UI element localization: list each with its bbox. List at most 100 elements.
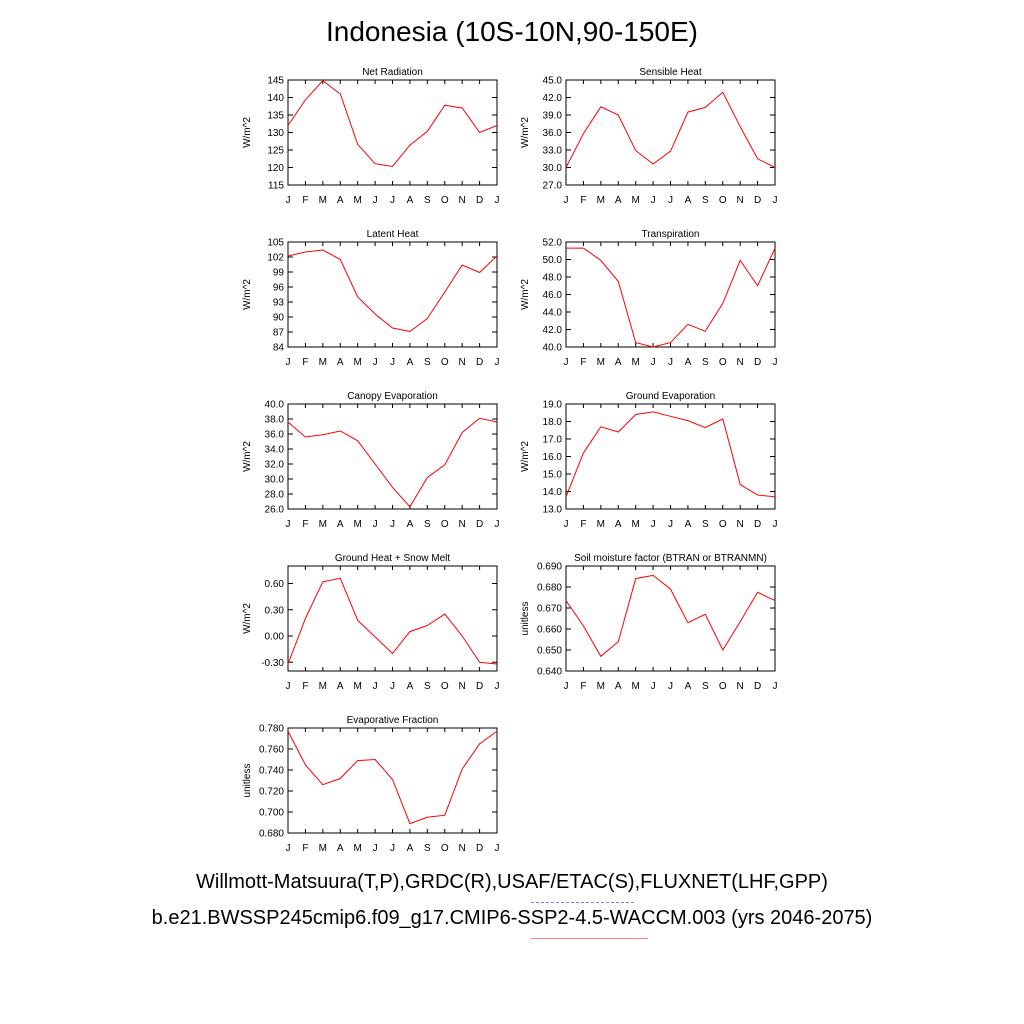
- net-radiation-x-tick-label: J: [286, 195, 291, 206]
- evaporative-fraction-title: Evaporative Fraction: [347, 715, 439, 726]
- ground-evaporation-y-tick-label: 19.0: [543, 400, 563, 411]
- canopy-evaporation-x-tick-label: J: [286, 519, 291, 530]
- ground-evaporation-series-line: [565, 411, 776, 498]
- evaporative-fraction-series-line: [287, 730, 498, 825]
- canopy-evaporation-x-tick-label: M: [319, 519, 327, 530]
- transpiration-x-tick-label: J: [651, 357, 656, 368]
- soil-moisture-factor-btran-or-btranmn-title: Soil moisture factor (BTRAN or BTRANMN): [574, 553, 767, 564]
- sensible-heat-x-tick-label: N: [737, 195, 744, 206]
- transpiration-x-tick-label: O: [719, 357, 727, 368]
- sensible-heat-y-tick-label: 45.0: [543, 76, 563, 87]
- canopy-evaporation-x-tick-label: N: [459, 519, 466, 530]
- canopy-evaporation-x-tick-label: J: [390, 519, 395, 530]
- soil-moisture-factor-btran-or-btranmn-y-tick-label: 0.650: [537, 646, 562, 657]
- sensible-heat-y-tick-label: 27.0: [543, 181, 563, 192]
- latent-heat-y-tick-label: 90: [273, 313, 285, 324]
- evaporative-fraction-x-tick-label: D: [476, 843, 483, 854]
- transpiration-x-tick-label: J: [564, 357, 569, 368]
- ground-evaporation-x-tick-label: M: [631, 519, 639, 530]
- soil-moisture-factor-btran-or-btranmn-x-tick-label: O: [719, 681, 727, 692]
- evaporative-fraction-x-tick-label: A: [337, 843, 344, 854]
- canopy-evaporation-x-tick-label: O: [441, 519, 449, 530]
- sensible-heat-title: Sensible Heat: [639, 67, 701, 78]
- soil-moisture-factor-btran-or-btranmn-x-tick-label: M: [597, 681, 605, 692]
- evaporative-fraction-y-tick-label: 0.780: [259, 724, 284, 735]
- latent-heat-x-tick-label: J: [286, 357, 291, 368]
- latent-heat-y-tick-label: 87: [273, 328, 285, 339]
- soil-moisture-factor-btran-or-btranmn-y-tick-label: 0.690: [537, 562, 562, 573]
- soil-moisture-factor-btran-or-btranmn-series-line: [565, 574, 776, 658]
- ground-heat-snow-melt-x-tick-label: O: [441, 681, 449, 692]
- canopy-evaporation-y-tick-label: 30.0: [265, 475, 285, 486]
- observations-legend-dash: [531, 902, 634, 903]
- soil-moisture-factor-btran-or-btranmn-y-tick-label: 0.660: [537, 625, 562, 636]
- transpiration-y-axis-label: W/m^2: [520, 279, 531, 310]
- transpiration-y-tick-label: 40.0: [543, 343, 563, 354]
- net-radiation-y-tick-label: 140: [267, 93, 284, 104]
- net-radiation-x-tick-label: M: [319, 195, 327, 206]
- evaporative-fraction-y-tick-label: 0.720: [259, 787, 284, 798]
- sensible-heat-x-tick-label: J: [668, 195, 673, 206]
- latent-heat-x-tick-label: J: [373, 357, 378, 368]
- latent-heat-y-axis-label: W/m^2: [242, 279, 253, 310]
- transpiration-series-line: [566, 247, 776, 348]
- latent-heat-x-tick-label: A: [407, 357, 414, 368]
- net-radiation-x-tick-label: F: [302, 195, 308, 206]
- ground-evaporation-y-tick-label: 16.0: [543, 452, 563, 463]
- transpiration-x-tick-label: M: [631, 357, 639, 368]
- net-radiation-x-tick-label: S: [424, 195, 431, 206]
- net-radiation-x-tick-label: J: [495, 195, 500, 206]
- ground-heat-snow-melt-y-tick-label: -0.30: [261, 658, 284, 669]
- ground-evaporation-y-tick-label: 15.0: [543, 470, 563, 481]
- ground-evaporation-y-axis-label: W/m^2: [520, 441, 531, 472]
- sensible-heat-x-tick-label: O: [719, 195, 727, 206]
- transpiration-x-tick-label: A: [615, 357, 622, 368]
- ground-heat-snow-melt-y-axis-label: W/m^2: [242, 603, 253, 634]
- latent-heat-y-tick-label: 99: [273, 268, 285, 279]
- transpiration-x-tick-label: N: [737, 357, 744, 368]
- soil-moisture-factor-btran-or-btranmn-x-tick-label: N: [737, 681, 744, 692]
- page-title: Indonesia (10S-10N,90-150E): [325, 16, 698, 47]
- canopy-evaporation-plot-frame: [287, 403, 498, 510]
- sensible-heat-x-tick-label: M: [597, 195, 605, 206]
- canopy-evaporation-y-tick-label: 26.0: [265, 505, 285, 516]
- transpiration-x-tick-label: A: [685, 357, 692, 368]
- transpiration-x-tick-label: J: [668, 357, 673, 368]
- canopy-evaporation-title: Canopy Evaporation: [347, 391, 438, 402]
- soil-moisture-factor-btran-or-btranmn-x-tick-label: D: [754, 681, 761, 692]
- soil-moisture-factor-btran-or-btranmn-x-tick-label: A: [615, 681, 622, 692]
- ground-heat-snow-melt-x-tick-label: N: [459, 681, 466, 692]
- sensible-heat-x-tick-label: S: [702, 195, 709, 206]
- ground-heat-snow-melt-plot-frame: [287, 565, 498, 672]
- latent-heat-y-tick-label: 84: [273, 343, 285, 354]
- soil-moisture-factor-btran-or-btranmn-plot-frame: [565, 565, 776, 672]
- sensible-heat-x-tick-label: J: [773, 195, 778, 206]
- latent-heat-x-tick-label: N: [459, 357, 466, 368]
- transpiration-y-tick-label: 46.0: [543, 290, 563, 301]
- latent-heat-y-tick-label: 96: [273, 283, 285, 294]
- canopy-evaporation-x-tick-label: J: [495, 519, 500, 530]
- latent-heat-series-line: [287, 249, 498, 333]
- evaporative-fraction-x-tick-label: A: [407, 843, 414, 854]
- ground-evaporation-x-tick-label: J: [651, 519, 656, 530]
- ground-evaporation-x-tick-label: O: [719, 519, 727, 530]
- canopy-evaporation-y-tick-label: 38.0: [265, 415, 285, 426]
- ground-heat-snow-melt-x-tick-label: J: [373, 681, 378, 692]
- net-radiation-x-tick-label: D: [476, 195, 483, 206]
- net-radiation-x-tick-label: A: [337, 195, 344, 206]
- latent-heat-title: Latent Heat: [367, 229, 419, 240]
- evaporative-fraction-y-tick-label: 0.700: [259, 808, 284, 819]
- ground-evaporation-x-tick-label: N: [737, 519, 744, 530]
- latent-heat-plot-frame: [287, 241, 498, 348]
- sensible-heat-x-tick-label: A: [615, 195, 622, 206]
- canopy-evaporation-x-tick-label: A: [337, 519, 344, 530]
- net-radiation-x-tick-label: M: [353, 195, 361, 206]
- canopy-evaporation-y-axis-label: W/m^2: [242, 441, 253, 472]
- ground-heat-snow-melt-y-tick-label: 0.60: [265, 579, 285, 590]
- canopy-evaporation-y-tick-label: 36.0: [265, 430, 285, 441]
- sensible-heat-y-axis-label: W/m^2: [520, 117, 531, 148]
- net-radiation-x-tick-label: J: [373, 195, 378, 206]
- ground-evaporation-x-tick-label: J: [564, 519, 569, 530]
- sensible-heat-x-tick-label: D: [754, 195, 761, 206]
